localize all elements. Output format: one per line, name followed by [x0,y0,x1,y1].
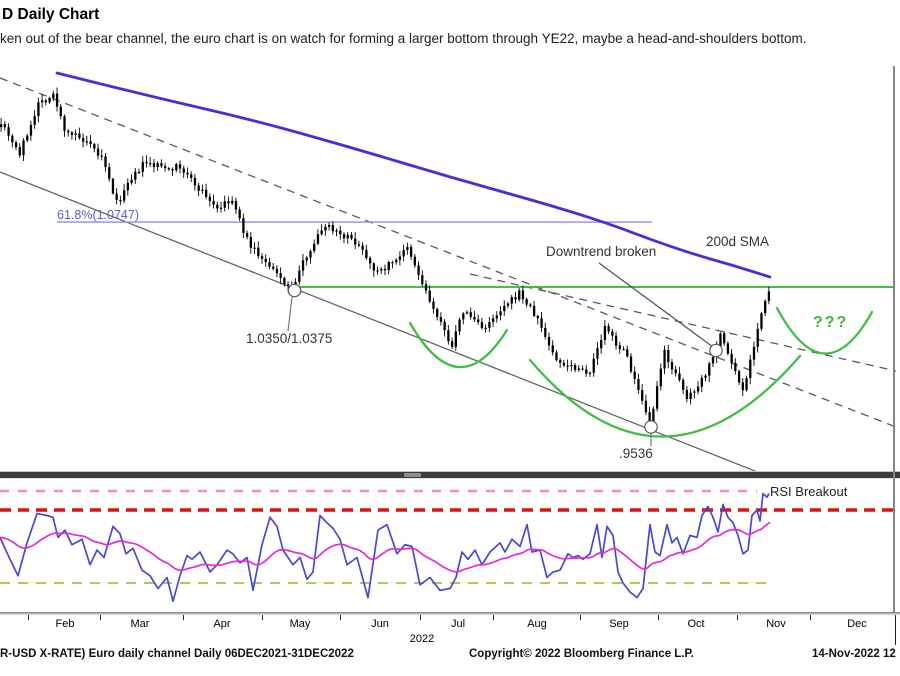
footer-copyright: Copyright© 2022 Bloomberg Finance L.P. [469,648,694,660]
axis-month-label: May [289,618,311,630]
axis-month-label: Dec [847,618,867,630]
axis-tick [810,615,812,620]
footer-timestamp: 14-Nov-2022 12 [812,648,896,660]
axis-tick [340,615,342,620]
x-axis-year-label: 2022 [409,633,435,645]
axis-month-label: Jun [371,618,389,630]
axis-tick [580,615,582,620]
axis-tick [262,615,264,620]
rsi-breakout-label: RSI Breakout [770,484,848,499]
axis-tick [737,615,739,620]
axis-tick [493,615,495,620]
axis-month-label: Sep [609,618,629,630]
footer-security-info: R-USD X-RATE) Euro daily channel Daily 0… [0,648,354,660]
axis-tick [420,615,422,620]
axis-year-tick [895,615,897,645]
axis-month-label: Oct [687,618,705,630]
support-zone-label: 1.0350/1.0375 [246,331,333,346]
page-title: D Daily Chart [2,6,100,23]
axis-tick [28,615,30,620]
page-subtitle: ken out of the bear channel, the euro ch… [0,31,807,46]
axis-month-label: Mar [130,618,150,630]
panel-divider [0,471,900,479]
axis-month-label: Jul [450,618,466,630]
question-marks-label: ??? [813,314,849,331]
axis-month-label: Aug [527,618,547,630]
axis-month-label: Apr [213,618,231,630]
axis-tick [658,615,660,620]
panel-divider-handle[interactable] [404,473,421,477]
plot-right-border [893,66,895,613]
x-axis-line [0,612,900,615]
fib-retracement-label: 61.8%(1.0747) [57,208,140,222]
sma-200d-label: 200d SMA [706,234,770,249]
axis-tick [100,615,102,620]
axis-tick [183,615,185,620]
axis-month-label: Nov [766,618,786,630]
cycle-low-label: .9536 [619,446,653,461]
axis-month-label: Feb [55,618,75,630]
downtrend-broken-label: Downtrend broken [546,244,657,259]
